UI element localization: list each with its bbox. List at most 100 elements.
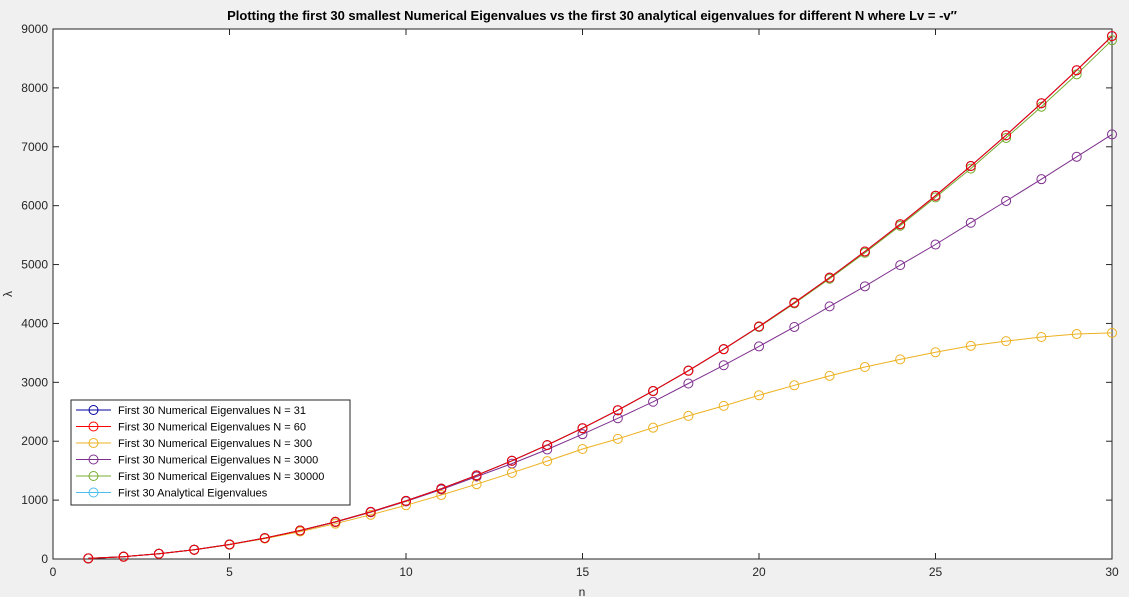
x-tick-label: 5 — [226, 565, 233, 579]
data-point — [824, 370, 835, 381]
data-point — [648, 422, 659, 433]
data-point — [1001, 195, 1012, 206]
data-point — [365, 509, 376, 520]
data-point — [295, 525, 306, 536]
data-point — [683, 378, 694, 389]
data-point — [718, 360, 729, 371]
legend-swatch-marker — [88, 405, 99, 415]
data-point — [577, 429, 588, 440]
data-point — [859, 281, 870, 292]
data-point — [754, 390, 764, 401]
data-point — [577, 443, 588, 454]
data-point — [436, 490, 447, 501]
legend-swatch-marker — [88, 438, 99, 448]
data-point — [471, 470, 482, 481]
chart-title: Plotting the first 30 smallest Numerical… — [227, 8, 957, 23]
data-point — [859, 362, 870, 373]
x-tick-label: 20 — [752, 565, 766, 579]
data-point — [118, 551, 129, 562]
data-point — [683, 365, 694, 376]
y-tick-label: 6000 — [21, 199, 48, 213]
legend-swatch-marker — [88, 454, 99, 465]
data-point — [83, 553, 94, 564]
data-point — [1001, 130, 1012, 141]
legend-box — [70, 399, 351, 506]
y-axis-label: λ — [1, 291, 15, 297]
data-point — [930, 239, 941, 250]
series-line — [88, 35, 1113, 559]
data-point — [1001, 132, 1012, 143]
data-point — [401, 495, 411, 506]
x-tick-label: 15 — [576, 565, 590, 579]
data-point — [365, 506, 376, 517]
legend-entry: First 30 Analytical Eigenvalues — [118, 488, 268, 500]
x-tick-label: 25 — [929, 565, 943, 579]
data-point — [895, 219, 906, 230]
data-point — [153, 548, 164, 559]
data-point — [330, 516, 341, 527]
data-point — [648, 386, 659, 397]
data-point — [612, 405, 623, 416]
series-lines — [83, 31, 1117, 564]
legend: First 30 Numerical Eigenvalues N = 31 Fir… — [70, 399, 351, 506]
x-tick-label: 10 — [399, 565, 413, 579]
y-tick-label: 2000 — [21, 434, 48, 448]
data-point — [506, 455, 517, 466]
data-point — [895, 354, 906, 365]
legend-entry: First 30 Numerical Eigenvalues N = 30000 — [118, 471, 324, 483]
series-1 — [83, 31, 1117, 564]
data-point — [1107, 327, 1117, 338]
data-point — [824, 301, 835, 312]
x-tick-label: 30 — [1105, 565, 1119, 579]
data-point — [965, 340, 976, 351]
y-tick-label: 4000 — [21, 316, 48, 330]
y-tick-label: 5000 — [21, 258, 48, 272]
data-point — [683, 410, 694, 421]
data-point — [930, 190, 941, 201]
y-tick-label: 8000 — [21, 81, 48, 95]
data-point — [612, 433, 623, 444]
data-point — [189, 544, 200, 555]
data-point — [1036, 98, 1047, 109]
data-point — [1071, 151, 1082, 162]
data-point — [965, 163, 976, 174]
data-point — [224, 539, 235, 550]
data-point — [1001, 336, 1012, 347]
data-point — [930, 347, 941, 358]
legend-entry: First 30 Numerical Eigenvalues N = 60 — [118, 422, 306, 434]
data-point — [1071, 329, 1082, 340]
data-point — [1071, 65, 1082, 76]
data-point — [1036, 174, 1047, 185]
data-point — [259, 533, 270, 544]
legend-swatch-marker — [88, 421, 99, 432]
y-tick-label: 3000 — [21, 375, 48, 389]
data-point — [542, 440, 553, 451]
legend-entry: First 30 Numerical Eigenvalues N = 300 — [118, 438, 312, 450]
legend-entry: First 30 Numerical Eigenvalues N = 3000 — [118, 455, 318, 467]
data-point — [824, 272, 835, 283]
data-point — [895, 260, 906, 271]
data-point — [436, 483, 447, 494]
y-tick-label: 7000 — [21, 140, 48, 154]
y-tick-label: 9000 — [21, 22, 48, 36]
data-point — [718, 400, 729, 411]
data-point — [506, 467, 517, 478]
data-point — [648, 396, 659, 407]
data-point — [612, 413, 623, 424]
y-tick-label: 1000 — [21, 493, 48, 507]
data-point — [718, 344, 729, 355]
data-point — [754, 341, 764, 352]
data-point — [1107, 129, 1117, 140]
x-axis-label: n — [579, 585, 586, 597]
data-point — [1036, 331, 1047, 342]
data-point — [859, 246, 870, 257]
x-tick-label: 0 — [50, 565, 57, 579]
data-point — [577, 423, 588, 434]
axis-ticks: 0 5 10 15 20 25 30 0 1000 2000 3000 4000 5000 6000 700… — [21, 22, 1119, 579]
y-tick-label: 0 — [41, 552, 48, 566]
legend-swatch-marker — [88, 471, 99, 481]
data-point — [1107, 31, 1117, 42]
legend-swatch-marker — [88, 487, 99, 498]
data-point — [965, 217, 976, 228]
